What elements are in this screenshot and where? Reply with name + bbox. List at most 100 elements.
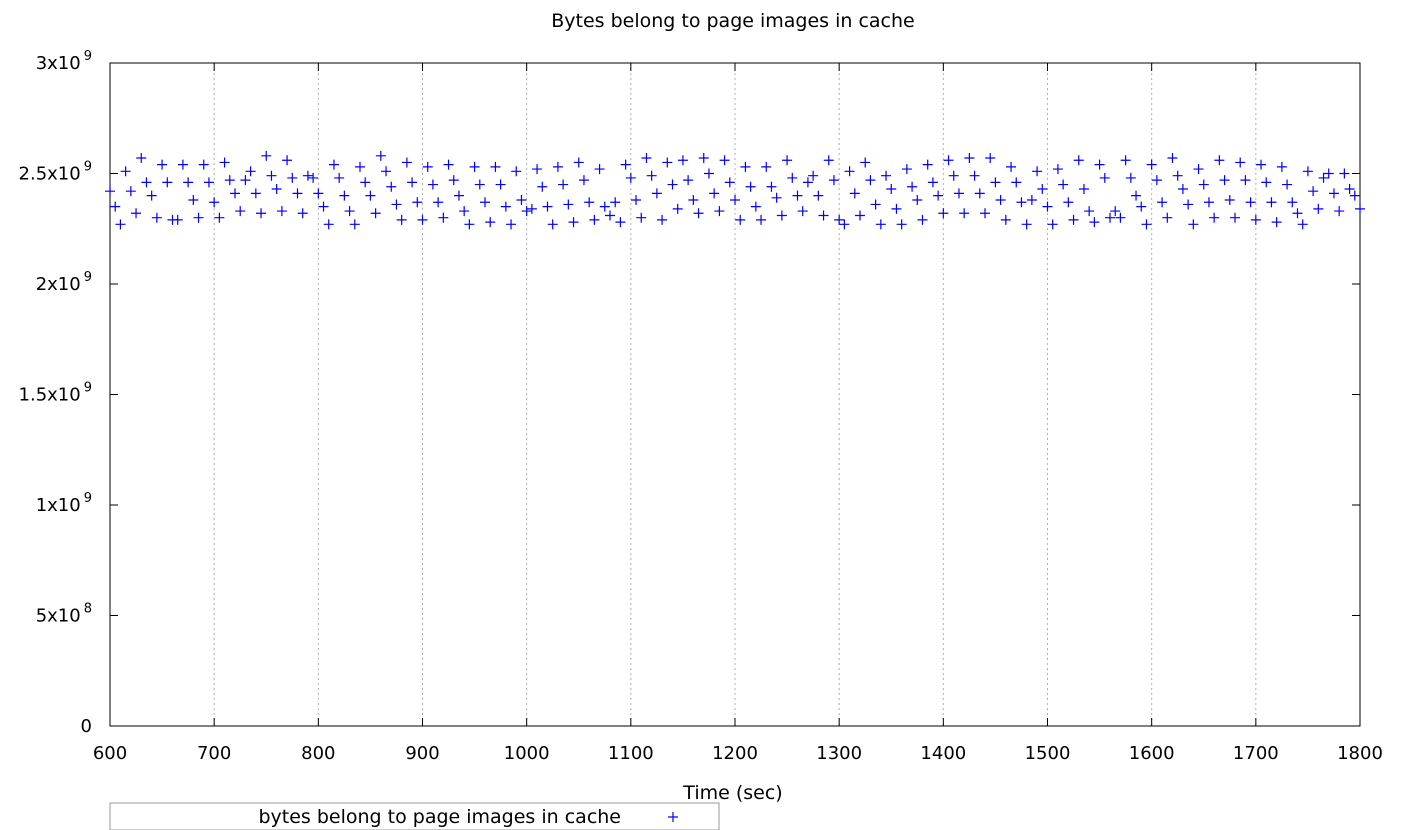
legend-marker-symbol — [668, 812, 678, 822]
data-point — [1183, 199, 1194, 210]
data-point — [1214, 155, 1225, 166]
data-point — [823, 155, 834, 166]
x-tick-label: 600 — [93, 743, 127, 764]
data-point — [1318, 172, 1329, 183]
data-point — [407, 177, 418, 188]
data-point — [870, 199, 881, 210]
data-point — [797, 206, 808, 217]
data-point — [688, 195, 699, 206]
chart-title: Bytes belong to page images in cache — [551, 10, 915, 32]
data-point — [500, 201, 511, 212]
data-point — [667, 179, 678, 190]
data-point — [677, 155, 688, 166]
data-point — [1068, 214, 1079, 225]
data-point — [355, 161, 365, 172]
data-point — [818, 210, 829, 221]
data-point — [1188, 219, 1199, 230]
data-point — [969, 170, 980, 181]
data-point — [1250, 214, 1261, 225]
x-axis-tick-labels: 600 700 800 900 1000 1100 1200 1300 1400 1500 1600… — [93, 743, 1383, 764]
data-point — [422, 161, 433, 172]
data-point — [1125, 172, 1136, 183]
data-point — [1032, 166, 1043, 177]
data-point — [532, 164, 543, 175]
data-point — [948, 170, 959, 181]
data-point — [1177, 183, 1188, 194]
data-point — [328, 159, 339, 170]
y-tick-label: 2.5x10 9 — [19, 160, 92, 185]
data-point — [459, 206, 470, 217]
data-point — [157, 159, 168, 170]
data-point — [1073, 155, 1084, 166]
data-point — [922, 159, 933, 170]
data-point — [1120, 155, 1131, 166]
data-point — [1297, 219, 1308, 230]
data-point — [521, 206, 532, 217]
data-point — [912, 195, 923, 206]
data-point — [302, 170, 313, 181]
legend: bytes belong to page images in cache — [109, 802, 720, 830]
x-tick-label: 1100 — [608, 743, 654, 764]
data-point — [745, 181, 756, 192]
data-point — [990, 177, 1001, 188]
data-point — [417, 214, 428, 225]
data-point — [365, 190, 376, 201]
data-point — [506, 219, 517, 230]
data-point — [828, 175, 839, 186]
data-point — [256, 208, 267, 219]
data-point — [605, 210, 615, 221]
data-point — [662, 157, 673, 168]
data-point — [271, 183, 282, 194]
data-point — [1276, 161, 1287, 172]
data-point — [959, 208, 970, 219]
data-point — [552, 161, 563, 172]
data-point — [1323, 168, 1334, 179]
data-point — [188, 195, 199, 206]
data-point — [1037, 183, 1048, 194]
data-point — [1021, 219, 1032, 230]
data-point — [266, 170, 277, 181]
data-point — [802, 177, 813, 188]
data-point — [360, 177, 371, 188]
data-point — [594, 164, 605, 175]
data-point — [683, 175, 694, 186]
data-point — [1292, 208, 1303, 219]
data-point — [490, 161, 501, 172]
data-point — [1131, 190, 1142, 201]
data-point — [849, 188, 860, 199]
data-point — [282, 155, 293, 166]
data-point — [261, 150, 272, 161]
data-point — [547, 219, 558, 230]
data-point — [209, 197, 220, 208]
data-point — [839, 219, 850, 230]
data-point — [657, 214, 668, 225]
data-point — [448, 175, 459, 186]
data-point — [703, 168, 714, 179]
vertical-grid-lines — [213, 63, 1257, 726]
data-point — [443, 159, 454, 170]
data-point — [386, 181, 397, 192]
data-point — [1193, 164, 1204, 175]
data-point — [474, 179, 485, 190]
data-point — [349, 219, 360, 230]
data-point — [339, 190, 350, 201]
x-tick-label: 800 — [301, 743, 335, 764]
data-point — [1209, 212, 1220, 223]
data-point — [537, 181, 548, 192]
data-point — [318, 201, 329, 212]
x-tick-label: 1300 — [816, 743, 862, 764]
data-point — [1355, 203, 1365, 214]
data-point — [719, 155, 730, 166]
data-point — [771, 192, 782, 203]
data-point — [1230, 212, 1240, 223]
data-point — [907, 181, 918, 192]
data-point — [792, 190, 803, 201]
data-point — [782, 155, 793, 166]
data-point — [1058, 179, 1069, 190]
data-point — [297, 208, 308, 219]
data-point — [1287, 197, 1298, 208]
data-point — [844, 166, 855, 177]
data-point — [526, 203, 537, 214]
data-point — [1198, 179, 1209, 190]
